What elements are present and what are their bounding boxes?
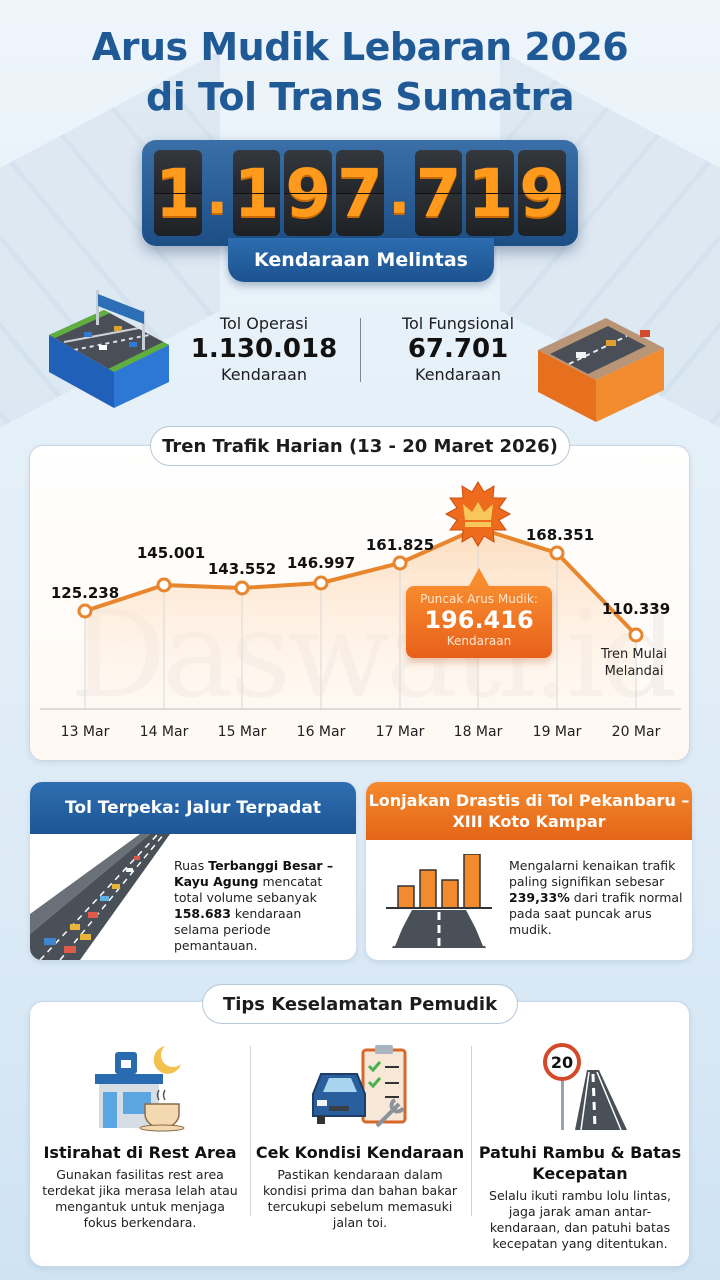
- x-label: 14 Mar: [139, 724, 189, 740]
- stat-label: Tol Fungsional: [401, 314, 515, 333]
- tip-title: Cek Kondisi Kendaraan: [255, 1143, 465, 1162]
- tip-description: Pastikan kendaraan dalam kondisi prima d…: [262, 1167, 458, 1230]
- value-label-15-mar: 143.552: [207, 560, 277, 578]
- traffic-surge-bars-icon: [386, 854, 492, 948]
- pekanbaru-percent: 239,33%: [509, 890, 570, 905]
- rest-area-icon: [95, 1046, 185, 1132]
- terpeka-volume: 158.683: [174, 906, 231, 921]
- x-label: 17 Mar: [375, 724, 425, 740]
- counter-digit: 1: [232, 150, 281, 236]
- value-label-16-mar: 146.997: [286, 554, 356, 572]
- total-counter: 1 . 1 9 7 . 7 1 9: [142, 140, 578, 246]
- value-label-13-mar: 125.238: [50, 584, 120, 602]
- x-label: 16 Mar: [296, 724, 346, 740]
- terpeka-description: Ruas Terbanggi Besar – Kayu Agung mencat…: [174, 858, 334, 953]
- x-label: 20 Mar: [611, 724, 661, 740]
- pekanbaru-title: Lonjakan Drastis di Tol Pekanbaru – XIII…: [366, 782, 692, 840]
- value-label-19-mar: 168.351: [525, 526, 595, 544]
- counter-digit: 9: [518, 150, 566, 236]
- vehicle-checklist-icon: [312, 1045, 407, 1128]
- terpeka-title: Tol Terpeka: Jalur Terpadat: [30, 782, 356, 834]
- stats-row: Tol Operasi 1.130.018 Kendaraan Tol Fung…: [0, 290, 720, 422]
- page-title: Arus Mudik Lebaran 2026 di Tol Trans Sum…: [0, 22, 720, 122]
- title-line-1: Arus Mudik Lebaran 2026: [91, 25, 629, 69]
- busy-highway-icon: [30, 834, 170, 960]
- terpeka-card: Tol Terpeka: Jalur Terpadat Ruas Terbang…: [30, 782, 356, 960]
- stat-tol-fungsional: Tol Fungsional 67.701 Kendaraan: [368, 314, 548, 384]
- x-label: 13 Mar: [60, 724, 110, 740]
- value-label-20-mar: 110.339: [601, 600, 671, 618]
- counter-digit: 1: [154, 150, 202, 236]
- tip-title: Patuhi Rambu & Batas Kecepatan: [478, 1143, 682, 1183]
- pekanbaru-card: Lonjakan Drastis di Tol Pekanbaru – XIII…: [366, 782, 692, 960]
- terpeka-segment: Terbanggi Besar – Kayu Agung: [174, 858, 334, 889]
- toll-operational-road-icon: [49, 290, 169, 408]
- peak-value: 196.416: [424, 606, 534, 634]
- value-label-14-mar: 145.001: [136, 544, 206, 562]
- stat-value: 1.130.018: [190, 334, 338, 364]
- counter-digit: 9: [284, 150, 333, 236]
- x-label: 19 Mar: [532, 724, 582, 740]
- peak-unit: Kendaraan: [446, 634, 512, 648]
- chart-title: Tren Trafik Harian (13 - 20 Maret 2026): [150, 426, 570, 466]
- counter-digit: 7: [414, 150, 463, 236]
- counter-separator: .: [387, 158, 411, 228]
- pekanbaru-description: Mengalarni kenaikan trafik paling signif…: [509, 858, 683, 937]
- stat-unit: Kendaraan: [221, 365, 307, 384]
- counter-label: Kendaraan Melintas: [228, 238, 494, 282]
- tip-divider: [471, 1046, 472, 1216]
- stat-unit: Kendaraan: [415, 365, 501, 384]
- counter-digit: 7: [336, 150, 384, 236]
- tip-rest-area: Istirahat di Rest Area Gunakan fasilitas…: [30, 1042, 250, 1231]
- toll-functional-road-icon: [538, 318, 664, 422]
- peak-title: Puncak Arus Mudik:: [420, 592, 538, 606]
- counter-digit: 1: [466, 150, 515, 236]
- x-label: 15 Mar: [217, 724, 267, 740]
- trend-note: Tren Mulai Melandai: [600, 647, 668, 679]
- speed-limit-icon: 20: [543, 1043, 627, 1131]
- stat-divider: [360, 318, 361, 382]
- peak-callout: Puncak Arus Mudik: 196.416 Kendaraan: [406, 568, 552, 658]
- speed-limit-value: 20: [551, 1053, 573, 1072]
- stat-tol-operasi: Tol Operasi 1.130.018 Kendaraan: [174, 314, 354, 384]
- title-line-2: di Tol Trans Sumatra: [146, 75, 574, 119]
- daily-traffic-chart: Daswati.id: [29, 445, 690, 761]
- line-chart: [40, 481, 681, 710]
- stat-value: 67.701: [407, 334, 509, 364]
- tip-divider: [250, 1046, 251, 1216]
- stat-label: Tol Operasi: [219, 314, 309, 333]
- tips-title: Tips Keselamatan Pemudik: [202, 984, 518, 1024]
- tip-speed-limit: 20 Patuhi Rambu & Batas Kecepatan Selalu…: [470, 1042, 690, 1252]
- crown-badge-icon: [444, 481, 512, 547]
- x-label: 18 Mar: [453, 724, 503, 740]
- tip-title: Istirahat di Rest Area: [43, 1143, 237, 1162]
- tip-description: Gunakan fasilitas rest area terdekat jik…: [42, 1167, 238, 1230]
- counter-separator: .: [205, 158, 229, 228]
- tip-description: Selalu ikuti rambu lolu lintas, jaga jar…: [489, 1188, 671, 1251]
- safety-tips-card: Istirahat di Rest Area Gunakan fasilitas…: [29, 1001, 690, 1267]
- value-label-17-mar: 161.825: [365, 536, 435, 554]
- tip-vehicle-check: Cek Kondisi Kendaraan Pastikan kendaraan…: [250, 1042, 470, 1231]
